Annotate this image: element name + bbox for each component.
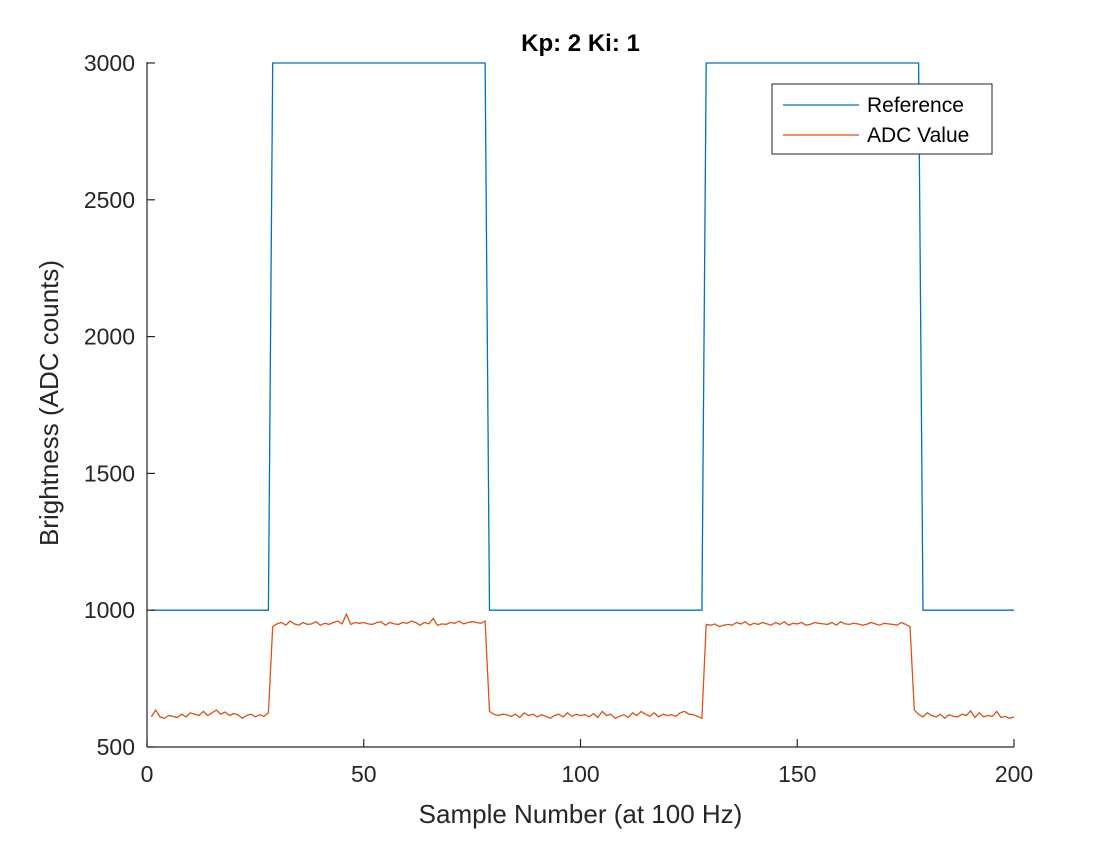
- y-tick-label: 500: [97, 734, 135, 760]
- x-tick-label: 200: [995, 761, 1033, 787]
- y-tick-label: 1000: [84, 597, 135, 623]
- y-tick-label: 3000: [84, 50, 135, 76]
- series-line-reference: [151, 62, 1014, 611]
- x-axis-label: Sample Number (at 100 Hz): [419, 799, 743, 829]
- series-line-adc-value: [150, 612, 1015, 720]
- chart-title: Kp: 2 Ki: 1: [521, 30, 640, 57]
- legend-label-reference: Reference: [867, 94, 964, 117]
- axes-layer: 0 50 100 150 200 500 1000 1500 2000 2500 3000: [84, 50, 1033, 787]
- y-axis-label: Brightness (ADC counts): [34, 260, 64, 546]
- legend: Reference ADC Value: [771, 83, 993, 155]
- y-tick-label: 2500: [84, 187, 135, 213]
- y-tick-label: 1500: [84, 460, 135, 486]
- x-tick-label: 100: [561, 761, 599, 787]
- x-tick-label: 0: [141, 761, 154, 787]
- x-tick-label: 150: [778, 761, 816, 787]
- x-tick-label: 50: [351, 761, 377, 787]
- y-tick-label: 2000: [84, 324, 135, 350]
- legend-label-adc-value: ADC Value: [867, 124, 969, 147]
- series-layer: [150, 62, 1015, 720]
- legend-box: [771, 83, 993, 155]
